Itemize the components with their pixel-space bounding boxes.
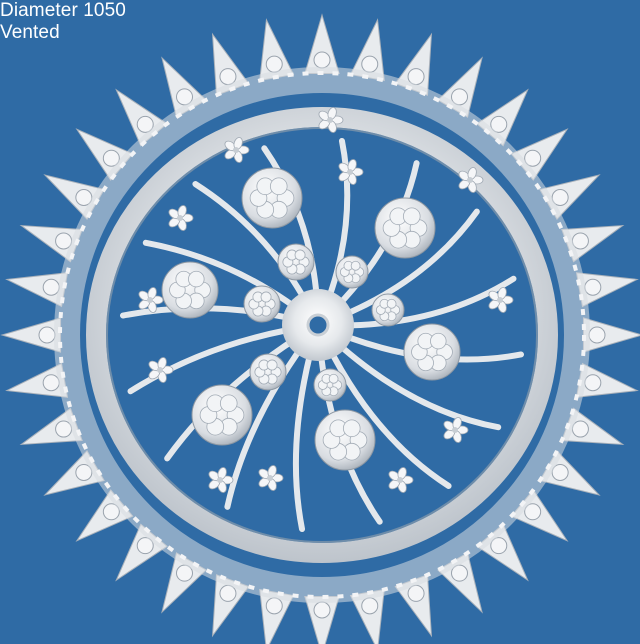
caption: Diameter 1050 Vented <box>0 0 126 44</box>
flower <box>338 159 364 185</box>
flower <box>138 287 164 313</box>
fruit-cluster <box>161 261 219 319</box>
fruit-cluster <box>277 243 315 281</box>
flower <box>443 417 469 443</box>
cusp-leaf <box>524 149 542 167</box>
fruit-cluster <box>371 293 405 327</box>
cusp-leaf <box>361 55 379 73</box>
cusp-leaf <box>265 55 283 73</box>
cusp-leaf <box>551 464 569 481</box>
flower <box>488 287 514 313</box>
fruit-clusters <box>161 167 461 471</box>
cusp-leaf <box>584 374 602 392</box>
fruit-cluster <box>249 353 287 391</box>
vented-label: Vented <box>0 22 60 43</box>
outer-band-detail <box>58 71 586 599</box>
cusp-leaf <box>451 564 468 582</box>
cusp-leaf <box>136 537 154 555</box>
cusp-leaf <box>176 564 193 582</box>
cusp-leaf <box>313 51 331 69</box>
flower <box>168 205 194 231</box>
cusp-leaf <box>265 597 283 615</box>
cusp-leaf <box>38 326 56 344</box>
cusp-leaf <box>75 189 93 206</box>
cusp-leaf <box>42 374 60 392</box>
fruit-cluster <box>403 323 461 381</box>
flower <box>458 167 484 193</box>
fruit-cluster <box>313 368 347 402</box>
cusp-leaf <box>361 597 379 615</box>
cusp-leaf <box>551 189 569 206</box>
fruit-cluster <box>314 409 376 471</box>
cusp-leaf <box>588 326 606 344</box>
cusp-leaf <box>313 601 331 619</box>
flower <box>388 467 414 493</box>
cusp-leaf <box>136 115 154 133</box>
fruit-cluster <box>335 255 369 289</box>
cusp-leaf <box>176 88 193 106</box>
fruit-cluster <box>374 197 436 259</box>
fruit-cluster <box>191 384 253 446</box>
cusp-leaf <box>102 503 120 521</box>
cusp-leaf <box>42 278 60 296</box>
fruit-cluster <box>243 285 281 323</box>
outer-band <box>54 67 590 603</box>
cusp-leaf <box>584 278 602 296</box>
vent-hole <box>306 313 330 337</box>
flower <box>318 107 344 133</box>
cusp-leaf <box>524 503 542 521</box>
flower <box>224 137 250 163</box>
fruit-cluster <box>241 167 303 229</box>
cusp-leaf <box>102 149 120 167</box>
flower <box>208 467 234 493</box>
cusp-leaf <box>490 537 508 555</box>
flower-ornaments <box>138 107 514 493</box>
cusp-leaf <box>75 464 93 481</box>
flower <box>258 465 284 491</box>
cusp-leaf <box>490 115 508 133</box>
flower <box>148 357 174 383</box>
diameter-label: Diameter 1050 <box>0 0 126 21</box>
cusp-leaf <box>451 88 468 106</box>
